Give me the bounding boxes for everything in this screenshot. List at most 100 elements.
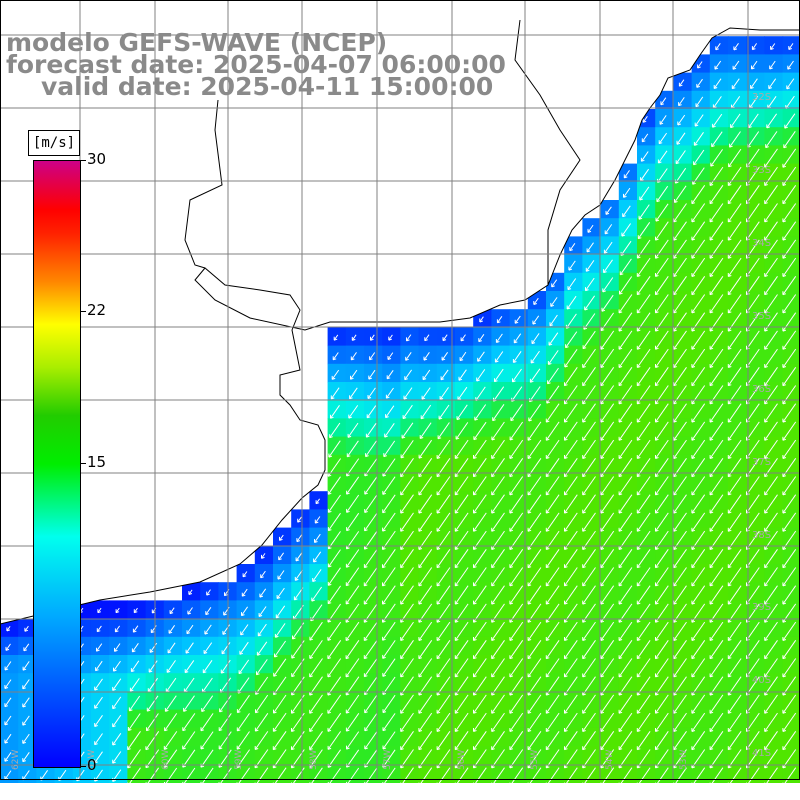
- wind-arrow: [545, 458, 560, 477]
- wind-arrow: [764, 567, 778, 587]
- wind-arrow: [582, 585, 596, 605]
- wind-arrow: [764, 166, 778, 186]
- wind-arrow: [327, 640, 342, 659]
- wind-arrow: [242, 571, 248, 578]
- wind-arrow: [312, 569, 322, 582]
- wind-arrow: [145, 767, 160, 787]
- wind-arrow: [727, 330, 742, 350]
- wind-arrow: [764, 512, 778, 532]
- wind-arrow: [527, 694, 542, 714]
- wind-arrow: [582, 421, 596, 441]
- wind-arrow: [509, 767, 524, 787]
- wind-arrow: [327, 567, 341, 586]
- wind-arrow: [636, 385, 651, 405]
- wind-arrow: [418, 549, 433, 568]
- wind-arrow: [727, 767, 742, 787]
- wind-arrow: [711, 131, 723, 147]
- wind-arrow: [527, 621, 542, 641]
- wind-arrow: [400, 494, 414, 514]
- wind-arrow: [201, 695, 214, 712]
- wind-arrow: [618, 585, 633, 605]
- wind-arrow: [400, 512, 414, 532]
- wind-arrow: [788, 43, 794, 50]
- wind-arrow: [618, 421, 633, 441]
- wind-arrow: [600, 712, 615, 732]
- wind-arrow: [746, 458, 760, 477]
- wind-arrow: [746, 312, 760, 332]
- wind-arrow: [677, 114, 686, 126]
- wind-arrow: [709, 367, 724, 386]
- wind-arrow: [491, 549, 505, 568]
- wind-arrow: [691, 567, 706, 587]
- wind-arrow: [545, 585, 560, 605]
- wind-arrow: [600, 330, 615, 350]
- wind-arrow: [727, 166, 742, 186]
- wind-arrow: [673, 294, 687, 314]
- wind-arrow: [473, 640, 487, 659]
- wind-arrow: [746, 276, 760, 295]
- wind-arrow: [350, 352, 357, 361]
- wind-arrow: [545, 421, 560, 441]
- wind-arrow: [714, 60, 722, 70]
- wind-arrow: [691, 185, 706, 204]
- wind-arrow: [564, 585, 578, 605]
- wind-arrow: [478, 334, 485, 342]
- wind-arrow: [678, 97, 685, 106]
- wind-arrow: [746, 439, 760, 459]
- wind-arrow: [367, 387, 376, 399]
- wind-arrow: [746, 166, 760, 186]
- wind-arrow: [382, 494, 396, 514]
- wind-arrow: [494, 351, 504, 363]
- wind-arrow: [691, 312, 706, 332]
- wind-arrow: [746, 694, 760, 714]
- wind-arrow: [509, 712, 524, 732]
- wind-arrow: [96, 625, 102, 632]
- wind-arrow: [782, 367, 797, 386]
- wind-arrow: [454, 512, 469, 532]
- model-title: modelo GEFS-WAVE (NCEP): [6, 28, 388, 57]
- wind-arrow: [509, 421, 524, 441]
- wind-arrow: [327, 512, 341, 531]
- wind-arrow: [370, 334, 375, 341]
- wind-arrow: [727, 731, 742, 750]
- wind-arrow: [327, 694, 342, 714]
- wind-arrow: [618, 348, 633, 368]
- wind-arrow: [183, 695, 195, 712]
- wind-arrow: [347, 422, 359, 438]
- wind-arrow: [782, 203, 797, 223]
- wind-arrow: [732, 60, 740, 70]
- wind-arrow: [655, 421, 669, 441]
- wind-arrow: [388, 334, 393, 341]
- wind-arrow: [418, 658, 433, 678]
- wind-arrow: [600, 549, 615, 568]
- wind-arrow: [636, 294, 651, 314]
- wind-arrow: [727, 712, 742, 732]
- wind-arrow: [600, 367, 615, 386]
- wind-arrow: [764, 330, 778, 350]
- wind-arrow: [200, 767, 214, 786]
- wind-arrow: [618, 385, 633, 405]
- wind-arrow: [5, 643, 11, 651]
- wind-arrow: [673, 439, 687, 459]
- wind-arrow: [746, 731, 760, 750]
- wind-arrow: [454, 585, 469, 605]
- wind-arrow: [691, 549, 706, 568]
- wind-arrow: [491, 658, 505, 678]
- wind-arrow: [218, 731, 232, 750]
- wind-arrow: [600, 621, 615, 641]
- wind-arrow: [697, 61, 703, 69]
- wind-arrow: [436, 694, 451, 714]
- colorbar-tick-label: 0: [87, 756, 97, 774]
- wind-arrow: [327, 585, 342, 604]
- wind-arrow: [782, 731, 797, 750]
- wind-arrow: [565, 331, 578, 348]
- wind-arrow: [400, 640, 414, 659]
- wind-arrow: [4, 661, 12, 671]
- wind-arrow: [383, 440, 396, 457]
- wind-arrow: [491, 585, 505, 605]
- wind-arrow: [764, 458, 778, 477]
- wind-arrow: [279, 534, 284, 541]
- lat-label: 38S: [752, 530, 771, 541]
- wind-arrow: [363, 585, 378, 605]
- wind-arrow: [618, 512, 633, 532]
